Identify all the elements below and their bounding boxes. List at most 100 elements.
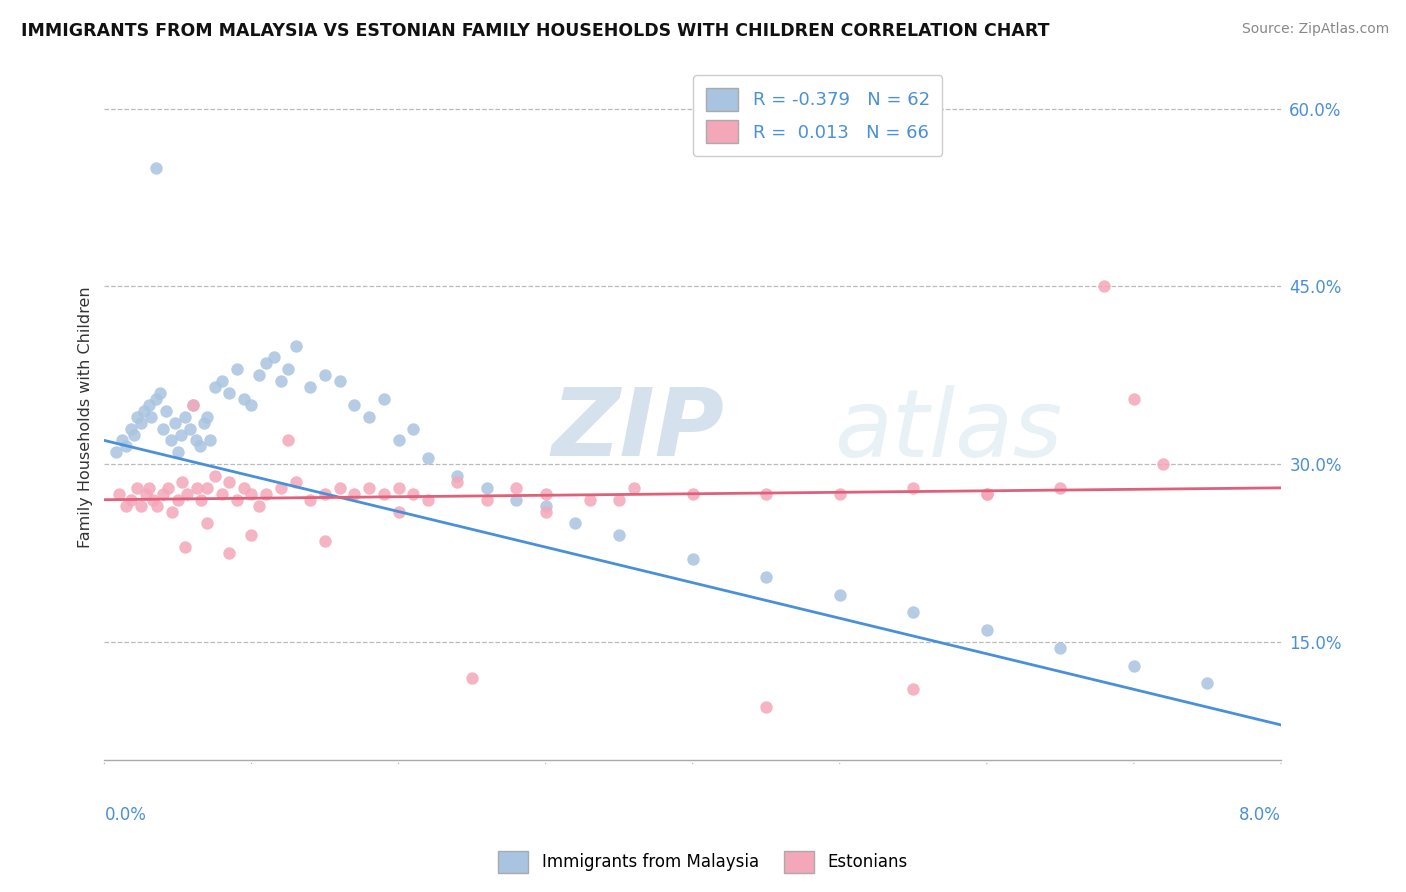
- Point: [1049, 640, 1071, 655]
- Point: [225, 362, 247, 376]
- Point: [387, 504, 409, 518]
- Point: [505, 492, 527, 507]
- Point: [184, 434, 207, 448]
- Point: [218, 475, 240, 489]
- Point: [607, 492, 630, 507]
- Point: [129, 416, 152, 430]
- Point: [828, 487, 851, 501]
- Point: [195, 516, 218, 531]
- Point: [359, 481, 381, 495]
- Point: [204, 380, 226, 394]
- Point: [277, 362, 299, 376]
- Point: [475, 481, 498, 495]
- Point: [125, 409, 148, 424]
- Point: [195, 481, 218, 495]
- Point: [111, 434, 134, 448]
- Point: [195, 409, 218, 424]
- Point: [172, 475, 194, 489]
- Point: [329, 374, 352, 388]
- Legend: Immigrants from Malaysia, Estonians: Immigrants from Malaysia, Estonians: [492, 845, 914, 880]
- Point: [156, 481, 179, 495]
- Text: Source: ZipAtlas.com: Source: ZipAtlas.com: [1241, 22, 1389, 37]
- Point: [314, 368, 336, 383]
- Point: [186, 481, 208, 495]
- Point: [329, 481, 352, 495]
- Point: [607, 528, 630, 542]
- Point: [159, 434, 181, 448]
- Point: [141, 409, 163, 424]
- Point: [145, 392, 167, 406]
- Point: [976, 487, 998, 501]
- Point: [155, 404, 177, 418]
- Point: [534, 504, 557, 518]
- Point: [682, 552, 704, 566]
- Point: [138, 481, 160, 495]
- Point: [828, 588, 851, 602]
- Point: [1152, 457, 1174, 471]
- Point: [225, 492, 247, 507]
- Point: [152, 487, 174, 501]
- Point: [387, 481, 409, 495]
- Legend: R = -0.379   N = 62, R =  0.013   N = 66: R = -0.379 N = 62, R = 0.013 N = 66: [693, 75, 942, 156]
- Point: [247, 368, 270, 383]
- Point: [373, 392, 395, 406]
- Point: [755, 700, 778, 714]
- Text: ZIP: ZIP: [551, 384, 724, 476]
- Point: [181, 398, 204, 412]
- Point: [387, 434, 409, 448]
- Point: [135, 487, 157, 501]
- Point: [174, 409, 197, 424]
- Point: [176, 487, 198, 501]
- Point: [299, 492, 322, 507]
- Point: [270, 374, 292, 388]
- Point: [682, 487, 704, 501]
- Point: [314, 487, 336, 501]
- Point: [240, 398, 263, 412]
- Point: [284, 475, 307, 489]
- Point: [160, 504, 183, 518]
- Point: [142, 492, 165, 507]
- Point: [233, 481, 256, 495]
- Point: [193, 416, 215, 430]
- Point: [218, 386, 240, 401]
- Point: [105, 445, 128, 459]
- Point: [254, 487, 277, 501]
- Point: [108, 487, 131, 501]
- Point: [174, 540, 197, 554]
- Point: [145, 161, 167, 175]
- Point: [416, 492, 439, 507]
- Point: [1122, 392, 1144, 406]
- Text: 8.0%: 8.0%: [1239, 805, 1281, 823]
- Point: [240, 487, 263, 501]
- Point: [146, 499, 169, 513]
- Point: [254, 356, 277, 370]
- Point: [204, 469, 226, 483]
- Point: [138, 398, 160, 412]
- Point: [167, 445, 190, 459]
- Point: [122, 427, 145, 442]
- Point: [1197, 676, 1219, 690]
- Y-axis label: Family Households with Children: Family Households with Children: [79, 286, 93, 548]
- Point: [211, 374, 233, 388]
- Point: [402, 487, 425, 501]
- Point: [903, 682, 925, 697]
- Point: [299, 380, 322, 394]
- Point: [505, 481, 527, 495]
- Point: [132, 404, 155, 418]
- Point: [373, 487, 395, 501]
- Point: [125, 481, 148, 495]
- Point: [475, 492, 498, 507]
- Point: [218, 546, 240, 560]
- Point: [623, 481, 645, 495]
- Point: [343, 398, 366, 412]
- Point: [755, 570, 778, 584]
- Text: IMMIGRANTS FROM MALAYSIA VS ESTONIAN FAMILY HOUSEHOLDS WITH CHILDREN CORRELATION: IMMIGRANTS FROM MALAYSIA VS ESTONIAN FAM…: [21, 22, 1050, 40]
- Point: [233, 392, 256, 406]
- Point: [247, 499, 270, 513]
- Point: [190, 492, 212, 507]
- Point: [416, 451, 439, 466]
- Point: [170, 427, 193, 442]
- Point: [181, 398, 204, 412]
- Point: [120, 421, 142, 435]
- Point: [240, 528, 263, 542]
